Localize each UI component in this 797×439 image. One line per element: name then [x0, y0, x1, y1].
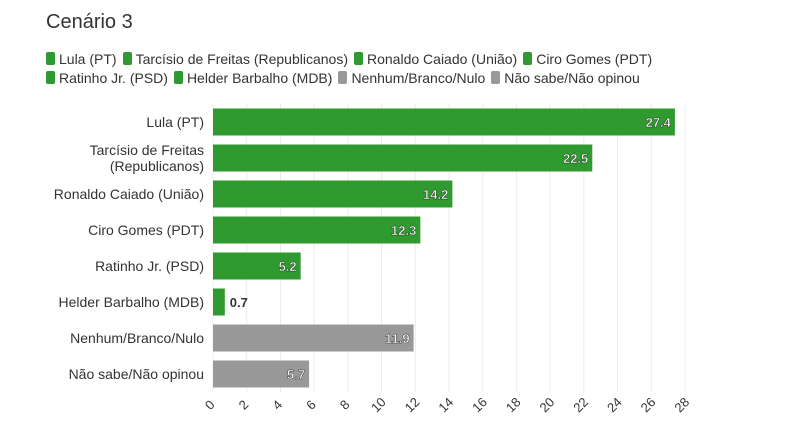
bar[interactable]	[213, 324, 414, 352]
x-tick-label: 16	[469, 394, 490, 415]
legend-swatch	[523, 52, 533, 65]
chart-title: Cenário 3	[46, 11, 133, 33]
x-tick-label: 14	[435, 394, 456, 415]
legend-row: Lula (PT) Tarcísio de Freitas (Republican…	[46, 49, 766, 68]
x-tick-label: 28	[671, 394, 692, 415]
bar[interactable]	[213, 216, 421, 244]
legend-swatch	[46, 71, 55, 84]
category-label: Ronaldo Caiado (União)	[54, 186, 204, 202]
bar[interactable]	[213, 144, 593, 172]
legend-row: Ratinho Jr. (PSD) Helder Barbalho (MDB) Ne…	[46, 68, 766, 87]
x-tick-label: 2	[236, 397, 252, 413]
category-label: Não sabe/Não opinou	[69, 366, 204, 382]
x-tick-label: 6	[303, 397, 319, 413]
legend-swatch	[173, 71, 183, 84]
x-tick-label: 10	[368, 394, 389, 415]
legend-label: Nenhum/Branco/Nulo	[351, 69, 486, 86]
legend-item[interactable]: Ciro Gomes (PDT)	[523, 51, 652, 67]
category-label: (Republicanos)	[110, 158, 204, 174]
chart-legend: Lula (PT) Tarcísio de Freitas (Republican…	[46, 49, 766, 87]
category-label: Helder Barbalho (MDB)	[59, 294, 205, 310]
data-label: 14.2	[423, 187, 448, 202]
data-label: 0.7	[230, 295, 248, 310]
x-tick-label: 18	[503, 394, 524, 415]
legend-label: Ronaldo Caiado (União)	[367, 50, 518, 67]
legend-swatch	[46, 52, 55, 65]
legend-label: Lula (PT)	[59, 50, 117, 67]
x-tick-label: 12	[402, 394, 423, 415]
bar[interactable]	[213, 252, 301, 280]
legend-item[interactable]: Tarcísio de Freitas (Republicanos)	[122, 50, 348, 67]
legend-label: Ratinho Jr. (PSD)	[59, 69, 168, 86]
x-tick-label: 24	[604, 394, 625, 415]
bar[interactable]	[213, 108, 675, 136]
legend-item[interactable]: Ronaldo Caiado (União)	[354, 51, 517, 67]
data-label: 22.5	[563, 151, 588, 166]
legend-swatch	[491, 71, 501, 84]
bar[interactable]	[213, 180, 453, 208]
category-label: Ratinho Jr. (PSD)	[95, 258, 204, 274]
legend-swatch	[338, 71, 348, 84]
legend-label: Ciro Gomes (PDT)	[536, 50, 653, 67]
legend-item[interactable]: Ratinho Jr. (PSD)	[46, 70, 168, 86]
bar[interactable]	[213, 360, 310, 388]
data-label: 11.9	[385, 331, 410, 346]
data-label: 5.7	[287, 367, 305, 382]
category-label: Nenhum/Branco/Nulo	[70, 330, 204, 346]
legend-item[interactable]: Lula (PT)	[46, 51, 117, 67]
x-tick-label: 8	[337, 397, 353, 413]
legend-item[interactable]: Nenhum/Branco/Nulo	[338, 70, 485, 86]
category-label: Ciro Gomes (PDT)	[88, 222, 204, 238]
x-tick-label: 0	[202, 397, 218, 413]
data-label: 12.3	[391, 223, 416, 238]
legend-item[interactable]: Não sabe/Não opinou	[491, 69, 640, 86]
legend-item[interactable]: Helder Barbalho (MDB)	[173, 69, 333, 86]
category-label: Lula (PT)	[146, 114, 204, 130]
legend-label: Tarcísio de Freitas (Republicanos)	[135, 50, 348, 67]
category-label: Tarcísio de Freitas	[90, 142, 204, 158]
legend-label: Helder Barbalho (MDB)	[186, 69, 333, 86]
x-tick-label: 26	[638, 394, 659, 415]
x-tick-label: 4	[269, 397, 285, 413]
data-label: 27.4	[646, 115, 672, 130]
data-label: 5.2	[279, 259, 297, 274]
legend-swatch	[354, 52, 363, 65]
legend-label: Não sabe/Não opinou	[504, 69, 640, 86]
legend-swatch	[122, 52, 132, 65]
x-tick-label: 22	[570, 394, 591, 415]
x-tick-label: 20	[537, 394, 558, 415]
bar[interactable]	[213, 288, 225, 316]
